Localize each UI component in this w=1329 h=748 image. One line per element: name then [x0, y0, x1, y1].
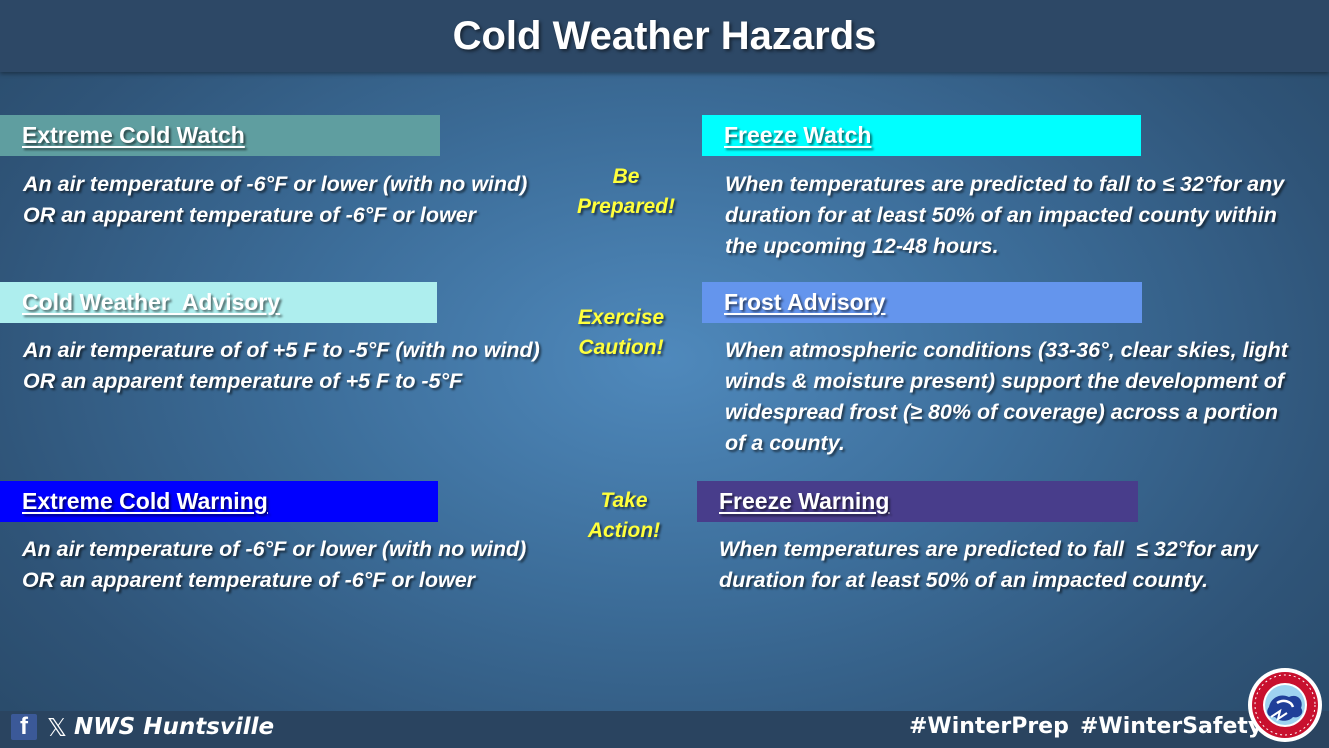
freeze-watch-label: Freeze Watch: [724, 122, 872, 148]
facebook-icon: f: [11, 714, 37, 740]
freeze-warning-description: When temperatures are predicted to fall …: [719, 537, 1258, 592]
cold-weather-advisory-label: Cold Weather Advisory: [22, 289, 281, 315]
take-action-cue: Take Action!: [587, 489, 661, 542]
freeze-watch-header: Freeze Watch: [702, 115, 1141, 156]
freeze-warning-header: Freeze Warning: [697, 481, 1138, 522]
extreme-cold-watch-header: Extreme Cold Watch: [0, 115, 440, 156]
hashtag-winter-prep: #WinterPrep: [909, 714, 1069, 739]
office-name: NWS Huntsville: [74, 714, 275, 740]
frost-advisory-description: When atmospheric conditions (33-36°, cle…: [725, 338, 1288, 455]
frost-advisory-label: Frost Advisory: [724, 289, 886, 315]
hashtag-winter-safety: #WinterSafety: [1080, 714, 1263, 739]
frost-advisory-header: Frost Advisory: [702, 282, 1142, 323]
x-icon: 𝕏: [46, 712, 68, 742]
freeze-watch-description: When temperatures are predicted to fall …: [725, 172, 1285, 258]
nws-logo: [1248, 668, 1322, 742]
extreme-cold-warning-header: Extreme Cold Warning: [0, 481, 438, 522]
exercise-caution-cue: Exercise Caution!: [577, 306, 665, 359]
title-bar: Cold Weather Hazards: [0, 0, 1329, 72]
page-title: Cold Weather Hazards: [452, 13, 877, 58]
extreme-cold-warning-description: An air temperature of -6°F or lower (wit…: [22, 537, 527, 592]
cold-weather-advisory-description: An air temperature of of +5 F to -5°F (w…: [23, 338, 540, 393]
be-prepared-cue: Be Prepared!: [576, 165, 676, 218]
freeze-warning-label: Freeze Warning: [719, 488, 890, 514]
extreme-cold-watch-description: An air temperature of -6°F or lower (wit…: [23, 172, 528, 227]
cold-weather-advisory-header: Cold Weather Advisory: [0, 282, 437, 323]
footer-bar: [0, 711, 1329, 748]
extreme-cold-watch-label: Extreme Cold Watch: [22, 122, 245, 148]
extreme-cold-warning-label: Extreme Cold Warning: [22, 488, 268, 514]
